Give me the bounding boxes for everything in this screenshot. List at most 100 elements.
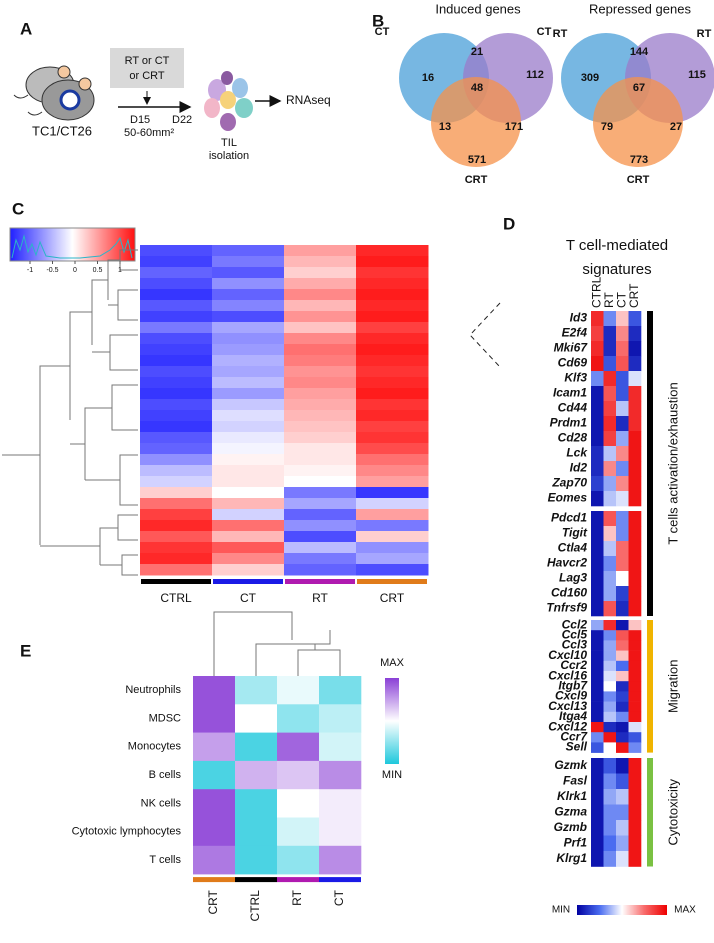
heatmap-cell <box>603 601 617 617</box>
heatmap-cell <box>284 421 357 433</box>
zoom-indicator <box>469 302 501 368</box>
heatmap-cell <box>140 476 213 488</box>
heatmap-cell <box>140 267 213 279</box>
heatmap-cell <box>616 742 629 753</box>
group-bar <box>319 877 361 883</box>
heatmap-cell <box>284 322 357 334</box>
heatmap-cell <box>616 835 629 852</box>
heatmap-cell <box>212 454 285 466</box>
heatmap-cell <box>284 388 357 400</box>
heatmap-cell <box>628 681 642 692</box>
tick-label: 1 <box>118 267 122 274</box>
heatmap-cell <box>628 356 642 372</box>
heatmap-cell <box>603 691 617 702</box>
gene-label: Tigit <box>562 526 588 540</box>
panel-label: D <box>503 214 515 233</box>
heatmap-cell <box>140 366 213 378</box>
heatmap-cell <box>591 711 604 723</box>
heatmap-cell <box>616 691 629 702</box>
heatmap-cell <box>212 443 285 455</box>
group-bar <box>141 579 211 584</box>
heatmap-cell <box>616 491 629 507</box>
tick-label: -0.5 <box>46 267 58 274</box>
heatmap-cell <box>603 681 617 692</box>
heatmap-cell <box>356 267 429 279</box>
heatmap-cell <box>140 256 213 268</box>
heatmap-cell <box>356 443 429 455</box>
heatmap-cell <box>591 491 604 507</box>
heatmap-cell <box>628 773 642 790</box>
heatmap-cell <box>212 300 285 312</box>
heatmap-cell <box>212 564 285 576</box>
column-label: CRT <box>206 889 220 914</box>
heatmap-cell <box>628 630 642 641</box>
legend-min: MIN <box>552 905 570 916</box>
heatmap-cell <box>628 820 642 836</box>
heatmap-cell <box>603 630 617 641</box>
heatmap-cell <box>616 711 629 723</box>
heatmap-cell <box>591 386 604 402</box>
heatmap-cell <box>277 789 320 818</box>
heatmap-cell <box>603 620 617 631</box>
gene-label: Itgb7 <box>558 678 588 692</box>
group-bar <box>647 311 653 616</box>
heatmap-cell <box>603 311 617 327</box>
heatmap-cell <box>591 835 604 852</box>
venn-circle <box>431 77 521 167</box>
column-label: RT <box>290 889 304 905</box>
dendrogram <box>213 611 341 676</box>
heatmap-cell <box>591 804 604 821</box>
heatmap-cell <box>616 416 629 432</box>
heatmap-cell <box>628 722 642 733</box>
gene-label: Cxcl12 <box>548 719 587 733</box>
heatmap-cell <box>212 278 285 290</box>
legend-max: MAX <box>674 905 696 916</box>
heatmap-cell <box>603 671 617 682</box>
heatmap-cell <box>628 571 642 587</box>
heatmap-cell <box>284 476 357 488</box>
heatmap-cell <box>212 355 285 367</box>
heatmap-cell <box>628 526 642 542</box>
gene-label: Ccr7 <box>560 729 588 743</box>
heatmap-cell <box>235 789 278 818</box>
heatmap-cell <box>628 371 642 387</box>
gene-label: Cxcl16 <box>548 668 587 682</box>
gene-label: Sell <box>566 740 588 754</box>
heatmap-cell <box>616 556 629 572</box>
heatmap-cell <box>356 333 429 345</box>
heatmap-cell <box>591 701 604 713</box>
heatmap-cell <box>628 640 642 651</box>
gene-label: Eomes <box>548 491 588 505</box>
treatment-box <box>110 48 184 88</box>
heatmap-cell <box>284 542 357 554</box>
row-label: T cells <box>149 854 181 866</box>
gene-label: Prf1 <box>564 835 588 849</box>
heatmap-cell <box>616 851 629 867</box>
gene-label: Id2 <box>570 461 588 475</box>
column-label: CT <box>332 889 346 906</box>
region-count: 115 <box>688 69 706 81</box>
heatmap-cell <box>140 388 213 400</box>
heatmap-cell <box>284 355 357 367</box>
heatmap-cell <box>284 531 357 543</box>
heatmap-cell <box>591 371 604 387</box>
gene-label: Klf3 <box>564 371 587 385</box>
heatmap-cell <box>628 851 642 867</box>
gene-label: Cd44 <box>558 401 588 415</box>
heatmap-cell <box>319 676 362 705</box>
group-label: Migration <box>665 660 680 713</box>
column-label: CTRL <box>589 276 603 308</box>
heatmap-cell <box>140 520 213 532</box>
heatmap-cell <box>356 245 429 257</box>
heatmap-cell <box>277 732 320 762</box>
heatmap-cell <box>356 388 429 400</box>
gene-label: Lag3 <box>559 571 587 585</box>
heatmap-cell <box>140 377 213 389</box>
heatmap-cell <box>603 556 617 572</box>
panel-label: B <box>372 11 384 30</box>
region-count: 67 <box>633 82 645 94</box>
panel-label: A <box>20 19 32 38</box>
gene-label: Id3 <box>570 311 588 325</box>
heatmap-cell <box>140 498 213 510</box>
panel-label: C <box>12 199 24 218</box>
